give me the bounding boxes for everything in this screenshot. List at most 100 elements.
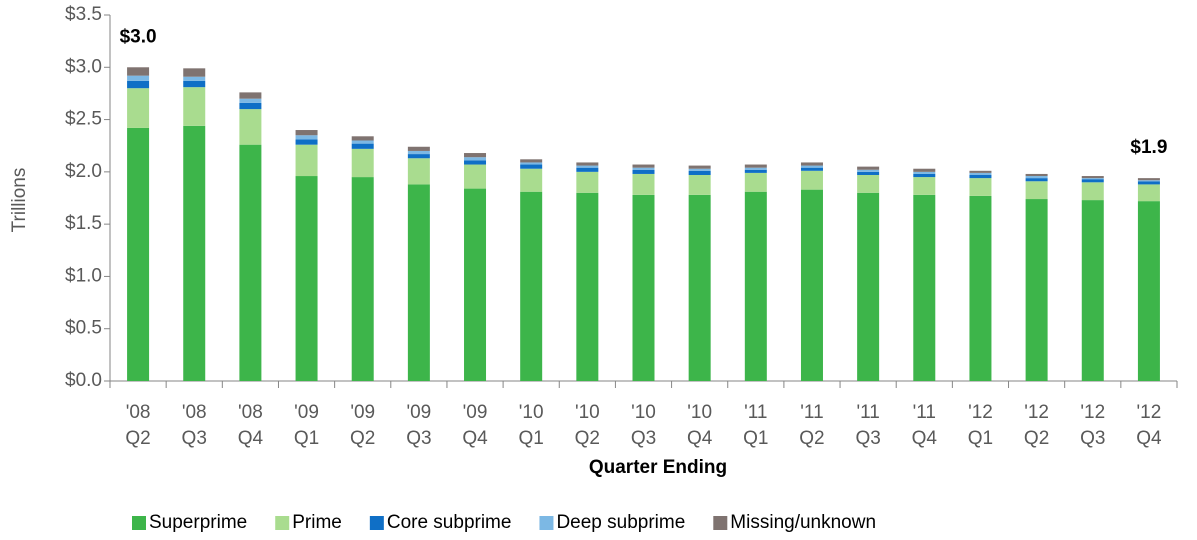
bar-segment	[800, 162, 823, 166]
bar-segment	[632, 167, 655, 170]
bar-segment	[913, 177, 936, 195]
bar-segment	[800, 189, 823, 381]
x-tick-label: '10	[519, 402, 544, 423]
y-tick-label: $2.0	[65, 161, 102, 182]
bar-segment	[857, 169, 880, 172]
bar-segment	[688, 174, 711, 195]
annotation: $1.9	[1130, 137, 1167, 158]
bar-segment	[295, 139, 318, 145]
bar-segment	[464, 153, 487, 158]
x-tick-label: Q2	[125, 428, 150, 449]
legend-swatch	[539, 516, 554, 530]
bar-segment	[127, 80, 150, 89]
bar-segment	[295, 130, 318, 136]
bar-segment	[520, 164, 543, 169]
x-tick-label: Q4	[1136, 428, 1162, 449]
x-tick-label: Q2	[799, 428, 824, 449]
bar-segment	[857, 171, 880, 175]
bar-segment	[1081, 200, 1104, 381]
x-tick-label: Q3	[182, 428, 207, 449]
x-tick-label: Q4	[238, 428, 264, 449]
x-tick-label: '12	[1024, 402, 1049, 423]
bar-segment	[632, 169, 655, 174]
bar-segment	[407, 158, 430, 185]
bar-segment	[744, 164, 767, 168]
bar-segment	[520, 159, 543, 163]
bar-segment	[800, 167, 823, 171]
x-tick-label: '09	[463, 402, 488, 423]
legend-swatch	[275, 516, 290, 530]
bar-segment	[1025, 178, 1048, 182]
bar-segment	[632, 164, 655, 168]
bar-segment	[239, 102, 262, 110]
bar-segment	[239, 98, 262, 103]
bar-segment	[1081, 182, 1104, 201]
x-tick-label: Q3	[631, 428, 656, 449]
x-tick-label: Q3	[1080, 428, 1105, 449]
bar-segment	[1137, 184, 1160, 202]
bar-segment	[744, 172, 767, 192]
bar-segment	[744, 167, 767, 170]
bar-segment	[407, 146, 430, 151]
y-tick-label: $3.0	[65, 56, 102, 77]
bar-segment	[183, 76, 206, 81]
y-tick-label: $0.0	[65, 370, 102, 391]
bar-segment	[351, 140, 374, 144]
legend-label: Core subprime	[387, 512, 512, 533]
x-tick-label: Q1	[519, 428, 544, 449]
bar-segment	[239, 109, 262, 145]
y-axis-label: Trillions	[9, 168, 30, 233]
bar-segment	[576, 167, 599, 172]
bar-segment	[969, 195, 992, 381]
legend-label: Missing/unknown	[730, 512, 876, 533]
bar-segment	[744, 191, 767, 381]
bar-segment	[407, 154, 430, 159]
bar-segment	[351, 177, 374, 381]
bar-segment	[520, 168, 543, 192]
bar-segment	[1081, 179, 1104, 183]
x-tick-label: Q3	[855, 428, 880, 449]
bar-segment	[183, 80, 206, 88]
bar-segment	[520, 162, 543, 165]
bar-segment	[1081, 176, 1104, 179]
x-tick-label: '11	[913, 402, 936, 423]
y-tick-label: $2.5	[65, 109, 102, 130]
bar-segment	[464, 164, 487, 189]
x-tick-label: Q4	[687, 428, 713, 449]
bar-segment	[913, 173, 936, 178]
x-tick-label: Q1	[743, 428, 768, 449]
x-tick-label: '08	[238, 402, 263, 423]
legend-swatch	[713, 516, 728, 530]
x-tick-label: '11	[800, 402, 823, 423]
x-tick-label: '09	[406, 402, 431, 423]
bar-segment	[969, 178, 992, 196]
x-tick-label: Q1	[294, 428, 319, 449]
bar-segment	[1137, 178, 1160, 181]
x-tick-label: '10	[631, 402, 656, 423]
bar-segment	[857, 192, 880, 381]
bar-segment	[576, 171, 599, 193]
bar-segment	[576, 162, 599, 166]
legend-label: Deep subprime	[556, 512, 685, 533]
bar-segment	[913, 168, 936, 172]
x-tick-label: '10	[575, 402, 600, 423]
y-tick-label: $1.5	[65, 213, 102, 234]
x-tick-label: Q4	[912, 428, 938, 449]
bar-segment	[464, 157, 487, 161]
y-tick-label: $0.5	[65, 318, 102, 339]
bar-segment	[969, 170, 992, 173]
x-tick-label: Q2	[350, 428, 375, 449]
legend-label: Prime	[292, 512, 342, 533]
bar-segment	[632, 173, 655, 195]
y-tick-label: $3.5	[65, 4, 102, 25]
bar-segment	[464, 188, 487, 381]
x-tick-label: '10	[687, 402, 712, 423]
x-tick-label: '09	[350, 402, 375, 423]
legend-label: Superprime	[149, 512, 247, 533]
bar-segment	[913, 194, 936, 381]
x-tick-label: Q2	[575, 428, 600, 449]
legend-swatch	[369, 516, 384, 530]
bar-segment	[913, 171, 936, 174]
bar-segment	[857, 166, 880, 170]
